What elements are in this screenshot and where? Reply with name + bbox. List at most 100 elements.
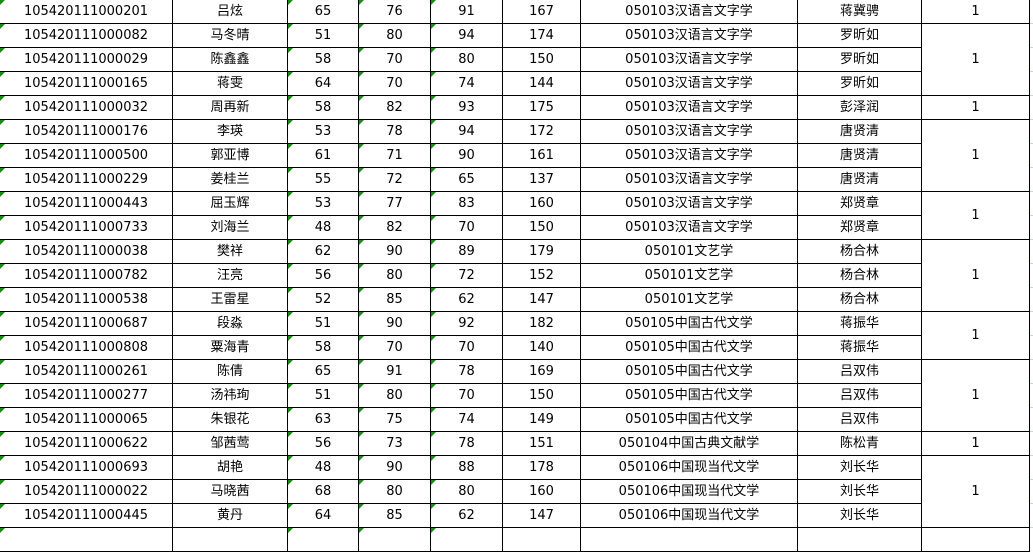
score3-cell[interactable]: 94 xyxy=(430,119,503,144)
student-id-cell[interactable]: 105420111000687 xyxy=(0,311,173,336)
student-id-cell[interactable]: 105420111000038 xyxy=(0,239,173,264)
advisor-cell[interactable]: 刘长华 xyxy=(797,479,922,504)
score1-cell[interactable]: 62 xyxy=(287,239,359,264)
student-id-cell[interactable]: 105420111000029 xyxy=(0,47,173,72)
student-id-cell[interactable]: 105420111000782 xyxy=(0,263,173,288)
student-id-cell[interactable]: 105420111000032 xyxy=(0,95,173,120)
score2-cell[interactable]: 91 xyxy=(358,359,431,384)
total-cell[interactable]: 178 xyxy=(502,455,581,480)
score3-cell[interactable]: 89 xyxy=(430,239,503,264)
advisor-cell[interactable]: 吕双伟 xyxy=(797,359,922,384)
empty-cell[interactable] xyxy=(172,527,288,552)
score1-cell[interactable]: 58 xyxy=(287,335,359,360)
score1-cell[interactable]: 48 xyxy=(287,215,359,240)
advisor-cell[interactable]: 郑贤章 xyxy=(797,191,922,216)
student-id-cell[interactable]: 105420111000277 xyxy=(0,383,173,408)
name-cell[interactable]: 陈鑫鑫 xyxy=(172,47,288,72)
total-cell[interactable]: 144 xyxy=(502,71,581,96)
major-cell[interactable]: 050105中国古代文学 xyxy=(580,335,798,360)
total-cell[interactable]: 169 xyxy=(502,359,581,384)
score2-cell[interactable]: 82 xyxy=(358,215,431,240)
total-cell[interactable]: 161 xyxy=(502,143,581,168)
quota-cell[interactable]: 1 xyxy=(921,23,1030,96)
score3-cell[interactable]: 80 xyxy=(430,479,503,504)
quota-cell[interactable]: 1 xyxy=(921,0,1030,24)
score1-cell[interactable]: 51 xyxy=(287,383,359,408)
student-id-cell[interactable]: 105420111000808 xyxy=(0,335,173,360)
total-cell[interactable]: 182 xyxy=(502,311,581,336)
score2-cell[interactable]: 77 xyxy=(358,191,431,216)
total-cell[interactable]: 140 xyxy=(502,335,581,360)
student-id-cell[interactable]: 105420111000176 xyxy=(0,119,173,144)
quota-cell[interactable]: 1 xyxy=(921,455,1030,528)
total-cell[interactable]: 151 xyxy=(502,431,581,456)
advisor-cell[interactable]: 唐贤清 xyxy=(797,167,922,192)
score2-cell[interactable]: 80 xyxy=(358,479,431,504)
score3-cell[interactable]: 70 xyxy=(430,215,503,240)
score1-cell[interactable]: 64 xyxy=(287,503,359,528)
score3-cell[interactable]: 78 xyxy=(430,431,503,456)
score1-cell[interactable]: 61 xyxy=(287,143,359,168)
quota-cell[interactable]: 1 xyxy=(921,95,1030,120)
name-cell[interactable]: 蒋雯 xyxy=(172,71,288,96)
advisor-cell[interactable]: 蒋振华 xyxy=(797,335,922,360)
name-cell[interactable]: 马晓茜 xyxy=(172,479,288,504)
advisor-cell[interactable]: 郑贤章 xyxy=(797,215,922,240)
total-cell[interactable]: 175 xyxy=(502,95,581,120)
major-cell[interactable]: 050103汉语言文字学 xyxy=(580,119,798,144)
advisor-cell[interactable]: 罗昕如 xyxy=(797,23,922,48)
quota-cell[interactable]: 1 xyxy=(921,191,1030,240)
advisor-cell[interactable]: 罗昕如 xyxy=(797,47,922,72)
advisor-cell[interactable]: 陈松青 xyxy=(797,431,922,456)
score3-cell[interactable]: 91 xyxy=(430,0,503,24)
score1-cell[interactable]: 51 xyxy=(287,23,359,48)
score1-cell[interactable]: 65 xyxy=(287,359,359,384)
name-cell[interactable]: 邹茜莺 xyxy=(172,431,288,456)
major-cell[interactable]: 050101文艺学 xyxy=(580,287,798,312)
score2-cell[interactable]: 82 xyxy=(358,95,431,120)
student-id-cell[interactable]: 105420111000082 xyxy=(0,23,173,48)
score3-cell[interactable]: 94 xyxy=(430,23,503,48)
score1-cell[interactable]: 48 xyxy=(287,455,359,480)
score1-cell[interactable]: 53 xyxy=(287,119,359,144)
major-cell[interactable]: 050103汉语言文字学 xyxy=(580,215,798,240)
empty-cell[interactable] xyxy=(358,527,431,552)
advisor-cell[interactable]: 刘长华 xyxy=(797,455,922,480)
empty-cell[interactable] xyxy=(287,527,359,552)
advisor-cell[interactable]: 吕双伟 xyxy=(797,407,922,432)
score2-cell[interactable]: 90 xyxy=(358,455,431,480)
empty-cell[interactable] xyxy=(0,527,173,552)
student-id-cell[interactable]: 105420111000443 xyxy=(0,191,173,216)
total-cell[interactable]: 150 xyxy=(502,383,581,408)
student-id-cell[interactable]: 105420111000500 xyxy=(0,143,173,168)
total-cell[interactable]: 167 xyxy=(502,0,581,24)
total-cell[interactable]: 179 xyxy=(502,239,581,264)
score1-cell[interactable]: 63 xyxy=(287,407,359,432)
major-cell[interactable]: 050103汉语言文字学 xyxy=(580,143,798,168)
student-id-cell[interactable]: 105420111000065 xyxy=(0,407,173,432)
score2-cell[interactable]: 90 xyxy=(358,311,431,336)
student-id-cell[interactable]: 105420111000022 xyxy=(0,479,173,504)
score2-cell[interactable]: 80 xyxy=(358,263,431,288)
advisor-cell[interactable]: 蒋振华 xyxy=(797,311,922,336)
score3-cell[interactable]: 80 xyxy=(430,47,503,72)
score3-cell[interactable]: 78 xyxy=(430,359,503,384)
total-cell[interactable]: 152 xyxy=(502,263,581,288)
score1-cell[interactable]: 58 xyxy=(287,95,359,120)
score3-cell[interactable]: 74 xyxy=(430,71,503,96)
score1-cell[interactable]: 55 xyxy=(287,167,359,192)
advisor-cell[interactable]: 彭泽润 xyxy=(797,95,922,120)
student-id-cell[interactable]: 105420111000165 xyxy=(0,71,173,96)
student-id-cell[interactable]: 105420111000201 xyxy=(0,0,173,24)
major-cell[interactable]: 050105中国古代文学 xyxy=(580,359,798,384)
total-cell[interactable]: 137 xyxy=(502,167,581,192)
major-cell[interactable]: 050103汉语言文字学 xyxy=(580,191,798,216)
quota-cell[interactable]: 1 xyxy=(921,119,1030,192)
score2-cell[interactable]: 80 xyxy=(358,383,431,408)
total-cell[interactable]: 147 xyxy=(502,503,581,528)
score1-cell[interactable]: 53 xyxy=(287,191,359,216)
score1-cell[interactable]: 56 xyxy=(287,431,359,456)
name-cell[interactable]: 姜桂兰 xyxy=(172,167,288,192)
name-cell[interactable]: 郭亚博 xyxy=(172,143,288,168)
score2-cell[interactable]: 70 xyxy=(358,335,431,360)
